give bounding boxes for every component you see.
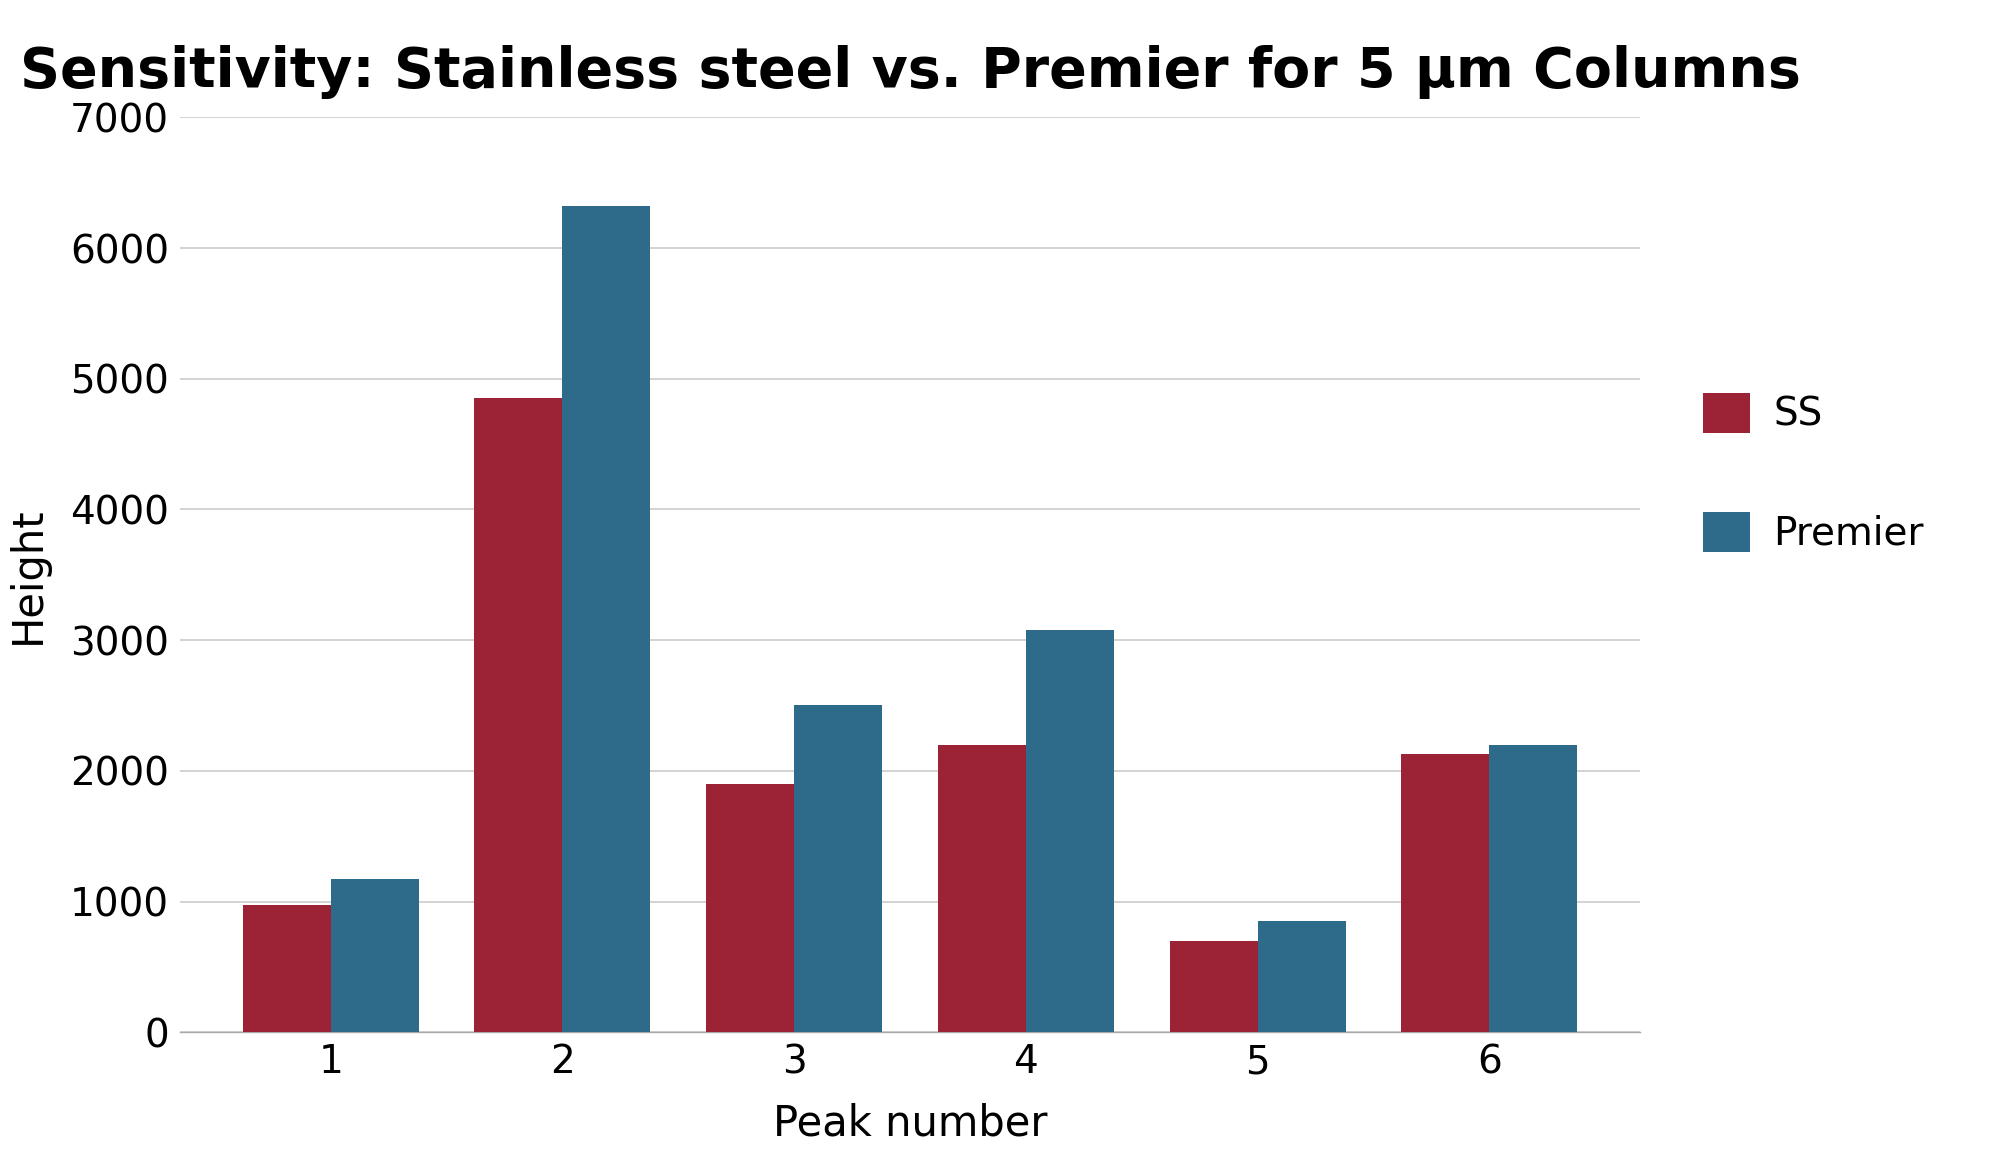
Bar bbox=[938, 745, 1026, 1032]
Bar bbox=[474, 399, 562, 1032]
Bar bbox=[1026, 630, 1114, 1032]
Bar bbox=[706, 784, 794, 1032]
Bar bbox=[1170, 941, 1258, 1032]
Bar bbox=[562, 205, 650, 1032]
Bar bbox=[242, 904, 330, 1032]
Bar bbox=[330, 879, 418, 1032]
Bar bbox=[1258, 921, 1346, 1032]
Bar bbox=[1490, 745, 1578, 1032]
X-axis label: Peak number: Peak number bbox=[772, 1103, 1048, 1144]
Bar bbox=[1402, 754, 1490, 1032]
Legend: SS, Premier: SS, Premier bbox=[1704, 393, 1924, 552]
Title: Sensitivity: Stainless steel vs. Premier for 5 μm Columns: Sensitivity: Stainless steel vs. Premier… bbox=[20, 45, 1800, 99]
Y-axis label: Height: Height bbox=[6, 506, 48, 644]
Bar bbox=[794, 705, 882, 1032]
